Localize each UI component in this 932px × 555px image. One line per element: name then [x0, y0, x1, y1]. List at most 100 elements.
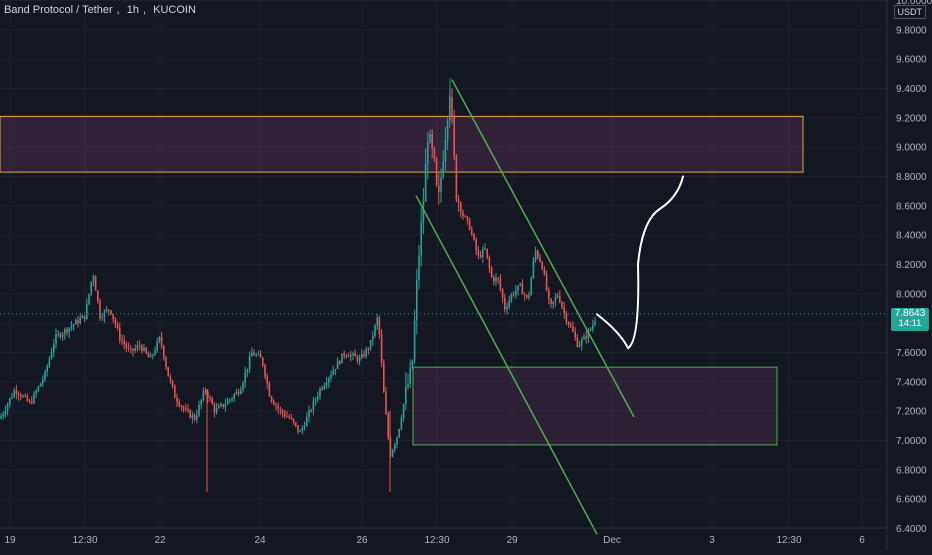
candle-body [169, 376, 172, 381]
candle-body [231, 398, 233, 400]
candle-body [367, 348, 370, 350]
candle-body [242, 382, 244, 390]
candle-body [332, 370, 334, 375]
candle-body [378, 317, 381, 335]
candle-body [550, 298, 552, 304]
candle-body [429, 133, 431, 143]
channel-upper-line [451, 79, 635, 418]
candle-body [477, 250, 480, 256]
candle-body [229, 399, 231, 401]
candle-body [204, 390, 207, 392]
candle-body [455, 155, 458, 200]
candle-body [255, 354, 257, 356]
candle-body [303, 426, 306, 428]
candle-body [26, 395, 29, 401]
candle-body [17, 393, 20, 396]
candle-body [189, 410, 191, 418]
candle-body [180, 405, 183, 407]
candle-body [556, 295, 559, 298]
candle-body [319, 388, 321, 397]
candle-body [545, 274, 548, 290]
candle-body [251, 352, 253, 357]
candle-body [235, 391, 238, 395]
candle-body [365, 348, 367, 357]
candle-body [581, 339, 583, 346]
candle-body [105, 309, 108, 312]
candle-body [532, 259, 535, 278]
candle-body [471, 229, 473, 234]
candle-body [97, 290, 99, 302]
candle-body [220, 404, 222, 406]
candle-body [284, 413, 286, 417]
candle-body [462, 212, 464, 216]
candle-body [539, 257, 541, 262]
price-tick-label: 8.6000 [896, 201, 927, 212]
candle-body [83, 315, 86, 319]
symbol-title[interactable]: Band Protocol / Tether, 1h, KUCOIN [4, 4, 196, 16]
resistance-zone [0, 115, 804, 173]
candle-body [328, 377, 330, 383]
candle-body [482, 249, 484, 258]
candle-body [273, 401, 275, 405]
candle-body [495, 277, 497, 282]
candle-body [191, 415, 194, 418]
candle-body [123, 340, 125, 345]
candle-body [297, 425, 299, 432]
candle-body [409, 367, 411, 384]
time-tick-label: 26 [356, 535, 368, 546]
price-axis[interactable]: 10.0000 9.8000 9.6000 9.4000 9.2000 9.0000 8.8… [896, 0, 932, 535]
candle-body [59, 333, 62, 338]
candle-body [77, 319, 79, 324]
candle-body [200, 399, 202, 405]
candle-body [490, 267, 493, 278]
candle-body [64, 329, 66, 335]
candle-body [587, 329, 590, 339]
candle-body [431, 133, 433, 149]
candle-body [31, 401, 33, 404]
candle-body [6, 404, 9, 411]
candle-body [376, 317, 378, 326]
candle-body [499, 278, 502, 290]
candle-body [460, 202, 462, 213]
grid [0, 0, 887, 529]
candle-body [244, 372, 246, 383]
candle-body [449, 97, 451, 121]
candle-body [552, 301, 554, 304]
candle-body [589, 328, 592, 330]
candle-body [176, 397, 178, 402]
candle-body [112, 314, 114, 320]
time-tick-label: 22 [154, 535, 166, 546]
candle-body [286, 416, 288, 418]
currency-badge[interactable]: USDT [893, 5, 926, 19]
candle-body [163, 345, 165, 358]
candle-body [116, 324, 119, 329]
candle-body [468, 219, 471, 230]
drawings[interactable] [0, 79, 887, 535]
candle-body [141, 345, 143, 351]
candle-body [515, 290, 517, 295]
candle-body [270, 396, 273, 402]
candle-body [358, 357, 361, 362]
drawing-zones[interactable] [0, 115, 804, 446]
candle-body [167, 366, 169, 377]
price-tick-label: 7.0000 [896, 436, 927, 447]
candle-body [479, 255, 482, 258]
time-tick-label: 12:30 [424, 535, 449, 546]
candle-body [506, 306, 508, 310]
candle-body [312, 401, 315, 411]
candle-body [565, 313, 568, 323]
candle-body [301, 427, 304, 432]
symbol-name: Band Protocol / Tether [4, 4, 113, 16]
candle-body [396, 436, 398, 445]
channel-lower-line [415, 195, 598, 535]
candle-body [187, 409, 189, 411]
candle-body [224, 404, 227, 407]
candle-body [101, 317, 103, 319]
time-tick-label: 6 [859, 535, 865, 546]
candle-body [233, 394, 235, 399]
candle-body [92, 276, 95, 282]
time-axis[interactable]: 19 12:30 22 24 26 12:30 29 Dec 3 12:30 6 [4, 535, 865, 546]
candle-body [510, 294, 513, 301]
